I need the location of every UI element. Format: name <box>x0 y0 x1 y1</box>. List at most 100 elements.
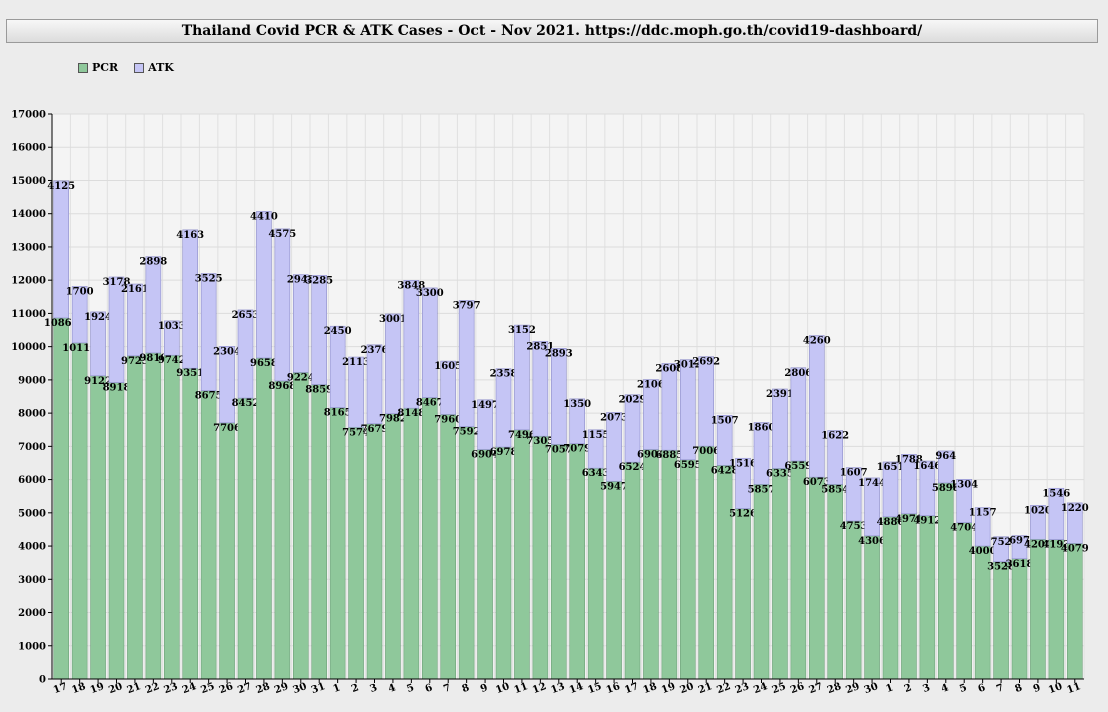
x-tick-label: 11 <box>513 681 530 696</box>
y-tick-label: 14000 <box>11 209 46 220</box>
bar-pcr <box>864 535 880 680</box>
data-label-pcr: 7006 <box>692 446 720 457</box>
data-label-atk: 2161 <box>121 284 149 295</box>
data-label-atk: 3300 <box>416 288 444 299</box>
bar-atk <box>790 367 807 462</box>
data-label-atk: 1924 <box>84 312 112 323</box>
x-tick-label: 21 <box>697 681 714 696</box>
y-tick-label: 4000 <box>18 542 46 553</box>
bar-pcr <box>1048 539 1065 680</box>
x-tick-label: 18 <box>642 681 659 696</box>
data-label-pcr: 4753 <box>840 521 868 532</box>
bar-atk <box>882 461 899 518</box>
data-label-pcr: 6343 <box>582 468 610 479</box>
data-label-atk: 697 <box>1009 536 1030 547</box>
data-label-pcr: 7706 <box>213 423 241 434</box>
x-tick-label: 23 <box>163 681 180 696</box>
bar-atk <box>90 311 106 377</box>
bar-atk <box>458 300 475 427</box>
data-label-pcr: 8968 <box>268 381 296 392</box>
bar-pcr <box>127 355 143 680</box>
bar-pcr <box>200 390 217 680</box>
bar-pcr <box>532 435 549 680</box>
bar-atk <box>753 422 770 485</box>
data-label-pcr: 4704 <box>950 523 978 534</box>
bar-atk <box>716 414 733 466</box>
bar-pcr <box>385 413 401 680</box>
x-tick-label: 22 <box>715 681 732 696</box>
bar-atk <box>477 399 493 450</box>
data-label-pcr: 3528 <box>987 562 1015 573</box>
bar-pcr <box>311 384 328 680</box>
data-label-atk: 3285 <box>305 275 333 286</box>
y-tick-label: 1000 <box>18 641 46 652</box>
bar-pcr <box>735 508 751 680</box>
bar-atk <box>256 211 272 359</box>
data-label-atk: 2113 <box>342 357 370 368</box>
data-label-pcr: 6428 <box>711 465 739 476</box>
data-label-atk: 1020 <box>1024 505 1052 516</box>
data-label-pcr: 4193 <box>1042 540 1070 551</box>
legend-label-pcr: PCR <box>92 61 119 74</box>
data-label-atk: 1350 <box>563 399 591 410</box>
bar-atk <box>845 467 862 522</box>
data-label-pcr: 3618 <box>1006 559 1034 570</box>
x-tick-label: 25 <box>771 681 788 696</box>
bar-atk <box>643 379 659 450</box>
x-tick-label: 29 <box>273 681 290 696</box>
data-label-pcr: 4880 <box>877 517 905 528</box>
bar-pcr <box>993 561 1009 680</box>
data-label-pcr: 4000 <box>969 546 997 557</box>
x-tick-label: 5 <box>958 682 968 695</box>
bar-atk <box>1066 502 1083 544</box>
bar-pcr <box>292 372 309 680</box>
x-tick-label: 27 <box>236 681 253 696</box>
data-label-pcr: 10111 <box>62 343 97 354</box>
data-label-pcr: 5854 <box>821 484 849 495</box>
bar-atk <box>495 368 512 448</box>
x-tick-label: 18 <box>70 681 87 696</box>
data-label-pcr: 6978 <box>490 447 518 458</box>
bar-pcr <box>71 342 88 680</box>
x-tick-label: 17 <box>52 681 69 696</box>
bar-pcr <box>808 476 825 680</box>
data-label-atk: 1788 <box>895 454 923 465</box>
x-tick-label: 9 <box>479 682 489 695</box>
bar-pcr <box>587 467 604 680</box>
legend-item-pcr: PCR <box>78 61 118 74</box>
bar-pcr <box>274 380 291 680</box>
bar-pcr <box>440 414 457 680</box>
bar-atk <box>71 286 88 344</box>
data-label-atk: 3001 <box>379 314 407 325</box>
y-tick-label: 13000 <box>11 242 46 253</box>
x-tick-label: 3 <box>921 682 931 695</box>
data-label-pcr: 8467 <box>416 398 444 409</box>
data-label-atk: 1546 <box>1042 488 1070 499</box>
x-tick-label: 24 <box>181 681 198 696</box>
data-label-pcr: 7592 <box>453 427 481 438</box>
data-label-pcr: 9224 <box>287 372 315 383</box>
data-label-pcr: 4971 <box>895 514 923 525</box>
bar-atk <box>127 283 143 357</box>
y-tick-label: 3000 <box>18 575 46 586</box>
data-label-atk: 1607 <box>840 468 868 479</box>
data-label-pcr: 7679 <box>361 424 389 435</box>
bar-pcr <box>550 444 567 680</box>
data-label-atk: 1507 <box>711 415 739 426</box>
data-label-atk: 2029 <box>619 395 647 406</box>
x-tick-label: 10 <box>494 681 511 696</box>
data-label-pcr: 6335 <box>766 468 794 479</box>
bar-pcr <box>329 407 346 680</box>
data-label-atk: 4163 <box>176 230 204 241</box>
bar-atk <box>182 229 199 369</box>
bar-pcr <box>514 429 530 680</box>
bar-pcr <box>477 449 493 680</box>
bar-pcr <box>606 481 622 680</box>
x-tick-label: 25 <box>199 681 216 696</box>
x-tick-label: 11 <box>1066 681 1083 696</box>
x-tick-label: 8 <box>1013 682 1023 695</box>
data-label-pcr: 9742 <box>158 355 186 366</box>
x-tick-label: 23 <box>734 681 751 696</box>
data-label-atk: 2106 <box>637 380 665 391</box>
data-label-atk: 3178 <box>103 277 131 288</box>
